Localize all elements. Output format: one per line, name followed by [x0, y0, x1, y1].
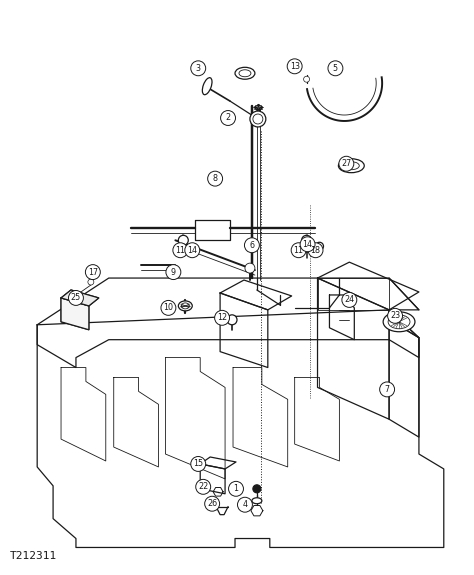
Circle shape	[179, 244, 187, 252]
Text: 4: 4	[243, 500, 247, 509]
Text: 1: 1	[234, 484, 238, 493]
Circle shape	[339, 156, 354, 171]
Circle shape	[191, 457, 206, 471]
Circle shape	[161, 300, 176, 315]
Ellipse shape	[182, 303, 189, 309]
Polygon shape	[61, 298, 89, 329]
Circle shape	[388, 308, 402, 323]
Text: 3: 3	[196, 64, 201, 73]
Ellipse shape	[252, 498, 262, 504]
Text: 14: 14	[302, 240, 312, 249]
Circle shape	[69, 290, 83, 305]
Text: 22: 22	[198, 482, 209, 491]
Text: 7: 7	[384, 385, 390, 394]
Ellipse shape	[235, 67, 255, 79]
Circle shape	[166, 264, 181, 279]
Text: 24: 24	[344, 296, 355, 304]
Text: 15: 15	[193, 459, 203, 469]
Text: 2: 2	[226, 113, 231, 122]
Circle shape	[227, 315, 237, 325]
Circle shape	[185, 243, 200, 258]
Text: 23: 23	[390, 311, 400, 320]
Ellipse shape	[239, 70, 251, 76]
Text: 26: 26	[207, 499, 217, 508]
Circle shape	[237, 497, 253, 512]
Ellipse shape	[202, 78, 212, 95]
Circle shape	[85, 264, 100, 279]
Circle shape	[88, 279, 94, 285]
Text: T212311: T212311	[9, 551, 56, 561]
Text: 10: 10	[164, 304, 173, 312]
Circle shape	[191, 61, 206, 76]
Circle shape	[220, 110, 236, 125]
Circle shape	[196, 480, 210, 494]
Text: 25: 25	[71, 293, 81, 302]
Circle shape	[302, 244, 310, 252]
Text: 14: 14	[187, 246, 197, 255]
Circle shape	[291, 243, 306, 258]
Text: 8: 8	[213, 174, 218, 183]
Text: 12: 12	[217, 313, 227, 323]
Ellipse shape	[338, 159, 364, 172]
Circle shape	[173, 243, 188, 258]
Circle shape	[380, 382, 394, 397]
Circle shape	[215, 310, 229, 325]
Text: 13: 13	[290, 62, 300, 71]
Circle shape	[328, 61, 343, 76]
Circle shape	[301, 235, 311, 246]
Text: 11: 11	[175, 246, 185, 255]
Circle shape	[287, 59, 302, 74]
Circle shape	[228, 481, 244, 496]
Text: 5: 5	[333, 64, 338, 73]
Text: 11: 11	[293, 246, 304, 255]
Circle shape	[342, 293, 357, 308]
Circle shape	[304, 76, 310, 82]
Circle shape	[253, 485, 261, 493]
Polygon shape	[61, 290, 99, 306]
Circle shape	[245, 263, 255, 273]
Text: 6: 6	[249, 241, 255, 250]
Circle shape	[178, 235, 188, 246]
Circle shape	[300, 237, 315, 252]
Circle shape	[253, 114, 263, 124]
Circle shape	[250, 111, 266, 127]
Ellipse shape	[388, 315, 410, 329]
Circle shape	[205, 496, 219, 511]
Circle shape	[316, 242, 323, 250]
Circle shape	[76, 292, 82, 297]
Ellipse shape	[383, 312, 415, 332]
Ellipse shape	[178, 301, 192, 311]
Text: 9: 9	[171, 267, 176, 277]
Text: 27: 27	[341, 159, 352, 168]
Circle shape	[208, 171, 223, 186]
Text: 18: 18	[310, 246, 320, 255]
Ellipse shape	[343, 162, 359, 170]
Text: 17: 17	[88, 267, 98, 277]
Circle shape	[308, 243, 323, 258]
Circle shape	[245, 238, 259, 252]
